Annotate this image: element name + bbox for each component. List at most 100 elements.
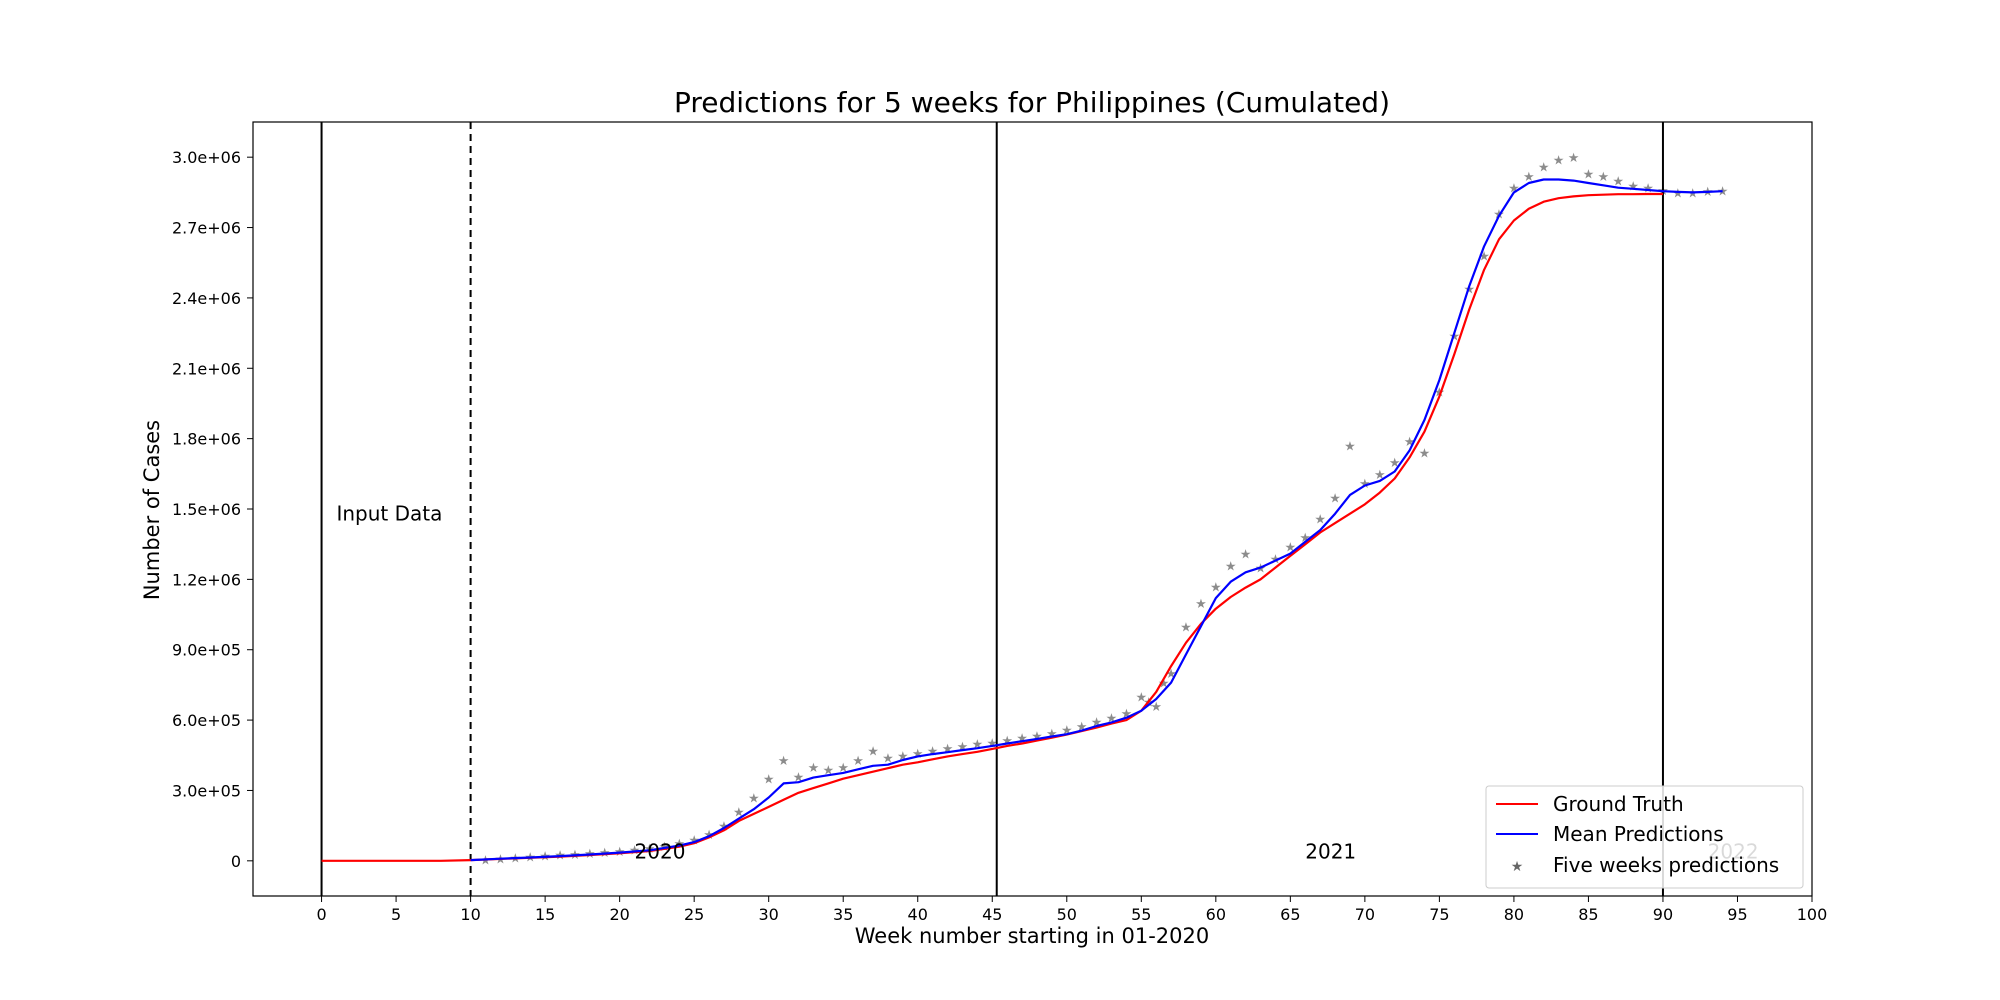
prediction-star: ★	[897, 749, 909, 764]
y-tick-label: 3.0e+05	[172, 781, 241, 800]
prediction-star: ★	[1225, 559, 1237, 574]
prediction-star: ★	[1523, 170, 1535, 185]
series-layer: ★ ★ ★ ★ ★ ★ ★ ★ ★ ★ ★ ★ ★ ★ ★ ★★★★★★★★ ★ ★ ★★ ★ ★ ★ ★ ★ ★ ★ ★ ★ ★ ★ ★ ★…	[321, 151, 1728, 869]
reference-lines	[320, 122, 1664, 896]
prediction-star: ★	[480, 854, 492, 869]
y-tick-label: 2.7e+06	[172, 219, 241, 238]
x-tick-label: 20	[609, 905, 629, 924]
legend-label-ground-truth: Ground Truth	[1553, 792, 1684, 816]
annotation: 2021	[1305, 839, 1356, 863]
x-tick-label: 60	[1206, 905, 1226, 924]
prediction-star: ★	[1329, 491, 1341, 506]
prediction-star: ★	[1180, 620, 1192, 635]
prediction-star: ★	[1448, 329, 1460, 344]
prediction-star: ★	[808, 761, 820, 776]
legend: Ground Truth Mean Predictions ★ Five wee…	[1485, 785, 1804, 889]
plot-frame	[252, 121, 1813, 897]
mean-predictions-line	[470, 178, 1723, 862]
prediction-star: ★	[1299, 531, 1311, 546]
y-tick-label: 1.8e+06	[172, 430, 241, 449]
prediction-star: ★	[882, 752, 894, 767]
prediction-star: ★	[778, 754, 790, 769]
prediction-star: ★	[1001, 734, 1013, 749]
prediction-star: ★	[1210, 580, 1222, 595]
x-tick-label: 100	[1797, 905, 1828, 924]
prediction-star: ★	[1553, 154, 1565, 169]
legend-label-mean-predictions: Mean Predictions	[1553, 822, 1724, 846]
prediction-star: ★	[1538, 161, 1550, 176]
prediction-star: ★	[1598, 170, 1610, 185]
y-tick-label: 2.1e+06	[172, 359, 241, 378]
chart-title: Predictions for 5 weeks for Philippines …	[674, 86, 1390, 119]
prediction-star: ★	[1158, 677, 1170, 692]
prediction-star: ★	[972, 738, 984, 753]
prediction-star: ★	[1404, 435, 1416, 450]
prediction-star: ★	[1076, 720, 1088, 735]
y-tick-label: 2.4e+06	[172, 289, 241, 308]
prediction-star: ★	[986, 736, 998, 751]
prediction-star: ★	[1583, 168, 1595, 183]
prediction-star: ★	[1061, 723, 1073, 738]
prediction-star: ★	[837, 761, 849, 776]
prediction-star: ★	[1627, 179, 1639, 194]
x-tick-label: 40	[908, 905, 928, 924]
x-axis-label: Week number starting in 01-2020	[855, 924, 1209, 948]
x-tick-label: 30	[759, 905, 779, 924]
x-tick-label: 45	[982, 905, 1002, 924]
legend-box	[1485, 785, 1804, 889]
x-tick-label: 50	[1057, 905, 1077, 924]
x-tick-label: 95	[1727, 905, 1747, 924]
x-axis-ticks: 0 5 10 15 20 25 30 35 40 45 50 55 60 65 70 75 80 85 90 95 10…	[316, 896, 1827, 924]
prediction-star: ★	[1016, 732, 1028, 747]
x-tick-label: 55	[1131, 905, 1151, 924]
legend-marker-star: ★	[1511, 859, 1524, 875]
x-tick-label: 25	[684, 905, 704, 924]
prediction-star: ★	[1106, 712, 1118, 727]
y-tick-label: 1.5e+06	[172, 500, 241, 519]
ground-truth-line	[321, 192, 1663, 862]
x-tick-label: 90	[1653, 905, 1673, 924]
prediction-star: ★	[852, 754, 864, 769]
prediction-star: ★	[1121, 707, 1133, 722]
prediction-star: ★	[1285, 541, 1297, 556]
prediction-star: ★	[912, 747, 924, 762]
legend-label-five-weeks-predictions: Five weeks predictions	[1553, 853, 1779, 877]
prediction-star: ★	[1374, 468, 1386, 483]
prediction-star: ★	[763, 773, 775, 788]
prediction-star: ★	[957, 740, 969, 755]
x-tick-label: 35	[833, 905, 853, 924]
prediction-star: ★	[927, 745, 939, 760]
prediction-star: ★	[748, 791, 760, 806]
y-tick-label: 1.2e+06	[172, 570, 241, 589]
x-tick-label: 85	[1578, 905, 1598, 924]
y-axis-ticks: 0 3.0e+05 6.0e+05 9.0e+05 1.2e+06 1.5e+06 1.8e…	[172, 148, 253, 871]
prediction-star: ★	[1344, 440, 1356, 455]
prediction-star: ★	[1165, 667, 1177, 682]
prediction-star: ★	[733, 806, 745, 821]
prediction-star: ★	[1478, 250, 1490, 265]
prediction-star: ★	[1612, 175, 1624, 190]
prediction-star: ★	[1568, 151, 1580, 166]
y-tick-label: 3.0e+06	[172, 148, 241, 167]
x-tick-label: 70	[1355, 905, 1375, 924]
y-axis-label: Number of Cases	[140, 420, 164, 600]
prediction-star: ★	[1463, 283, 1475, 298]
y-tick-label: 0	[231, 852, 241, 871]
y-tick-label: 6.0e+05	[172, 711, 241, 730]
prediction-star: ★	[1419, 447, 1431, 462]
x-tick-label: 75	[1429, 905, 1449, 924]
x-tick-label: 10	[460, 905, 480, 924]
prediction-star: ★	[1672, 186, 1684, 201]
x-tick-label: 65	[1280, 905, 1300, 924]
prediction-star: ★	[1031, 729, 1043, 744]
x-tick-label: 80	[1504, 905, 1524, 924]
prediction-star: ★	[1508, 182, 1520, 197]
prediction-star: ★	[822, 763, 834, 778]
prediction-star: ★	[1314, 512, 1326, 527]
annotation: 2020	[635, 839, 686, 863]
prediction-star: ★	[942, 742, 954, 757]
prediction-star: ★	[1255, 562, 1267, 577]
prediction-star: ★	[1389, 456, 1401, 471]
x-tick-label: 15	[535, 905, 555, 924]
prediction-star: ★	[1150, 700, 1162, 715]
